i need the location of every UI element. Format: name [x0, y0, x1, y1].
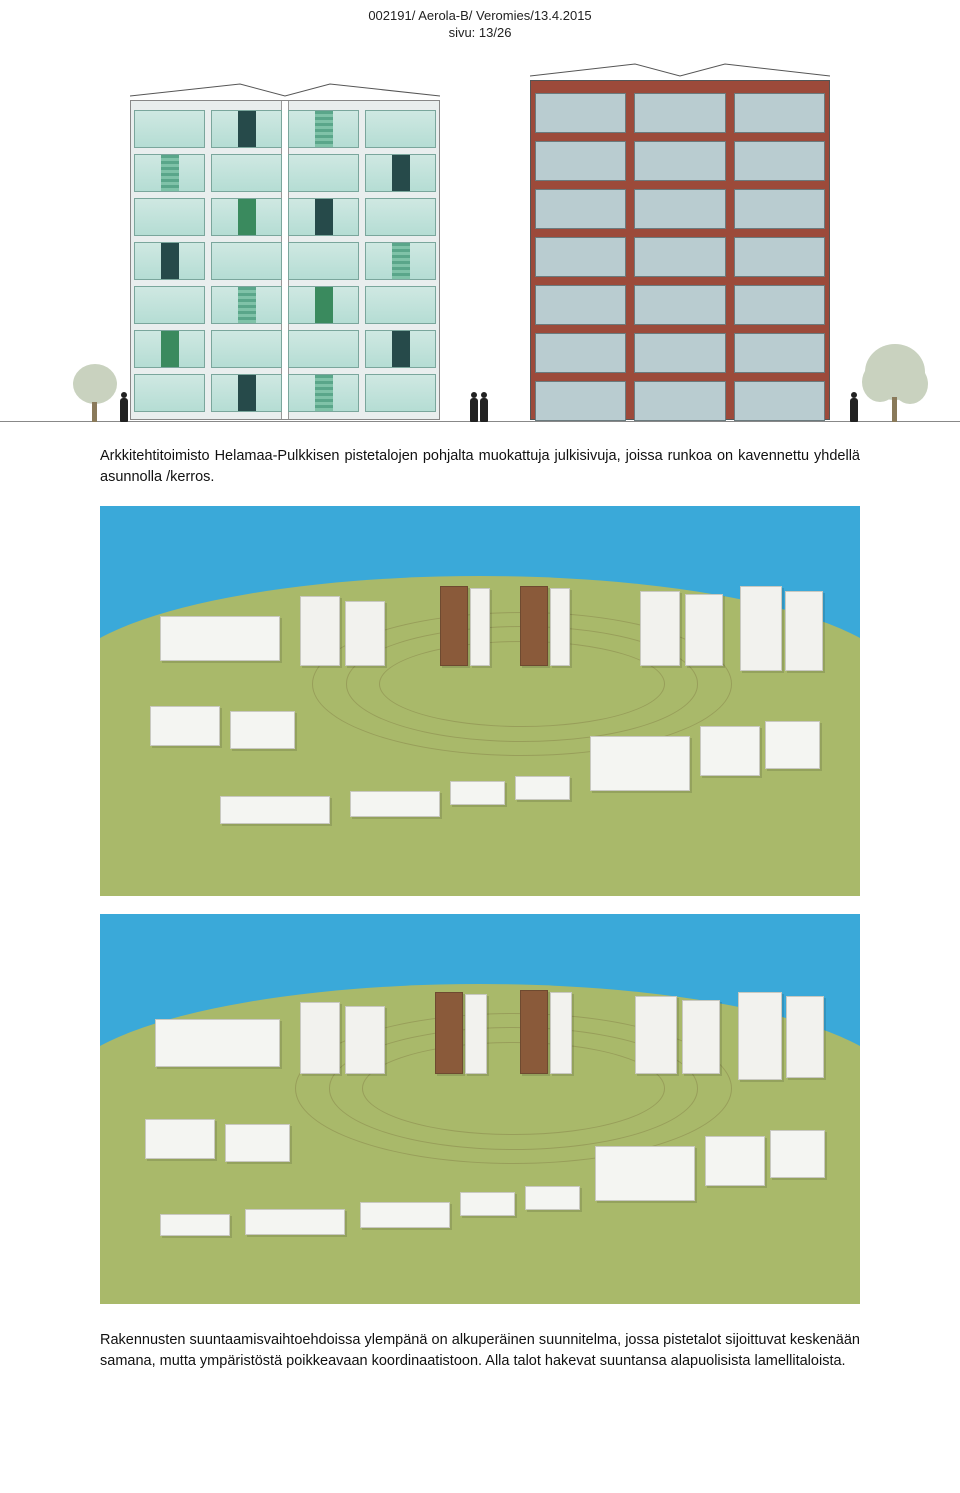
elevation-figure: [0, 60, 960, 440]
person-icon: [120, 398, 128, 422]
header-line2: sivu: 13/26: [0, 25, 960, 40]
person-icon: [470, 398, 478, 422]
person-icon: [850, 398, 858, 422]
doc-header: 002191/ Aerola-B/ Veromies/13.4.2015 siv…: [0, 0, 960, 40]
site-perspective-2: [100, 914, 860, 1304]
header-line1: 002191/ Aerola-B/ Veromies/13.4.2015: [0, 8, 960, 23]
building-b: [530, 80, 830, 420]
facade-b: [530, 80, 830, 420]
roof-a-icon: [130, 82, 440, 100]
caption-2: Rakennusten suuntaamisvaihtoehdoissa yle…: [0, 1324, 960, 1372]
site-perspective-1: [100, 506, 860, 896]
roof-b-icon: [530, 62, 830, 80]
person-icon: [480, 398, 488, 422]
tree-icon: [860, 342, 930, 422]
facade-a: [130, 100, 440, 420]
tree-icon: [70, 362, 120, 422]
caption-1: Arkkitehtitoimisto Helamaa-Pulkkisen pis…: [0, 440, 960, 488]
building-a: [130, 100, 440, 420]
